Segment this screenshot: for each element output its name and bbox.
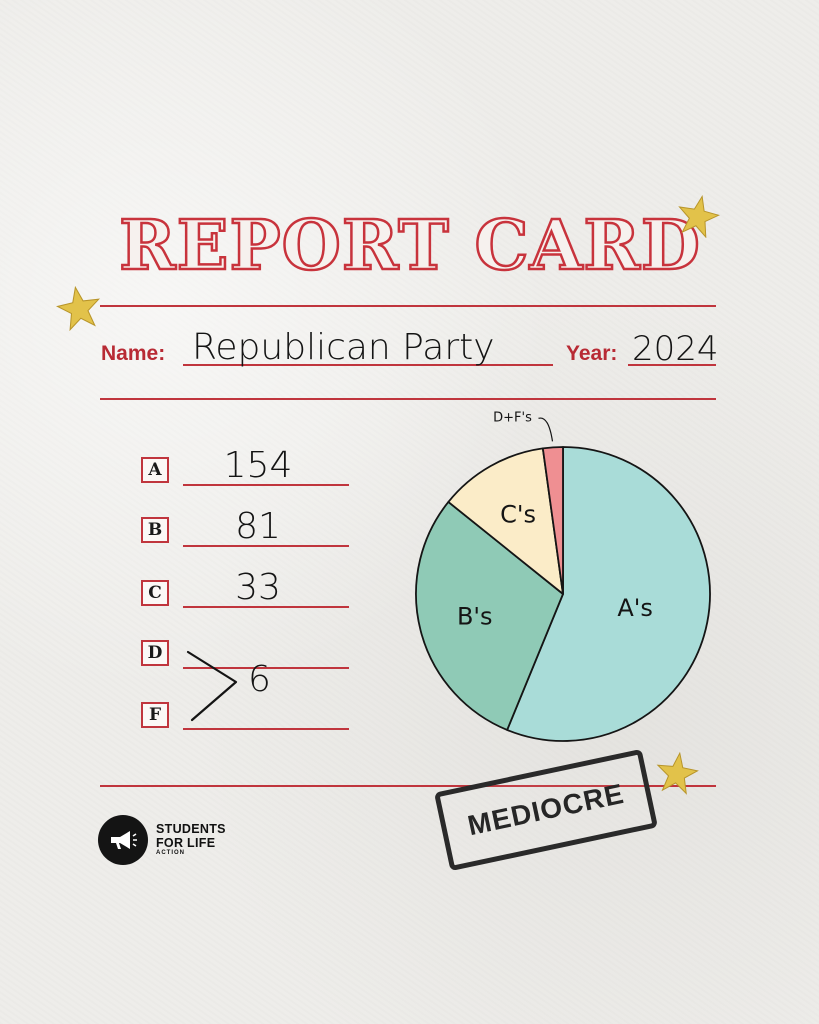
name-value: Republican Party: [192, 327, 495, 368]
grade-line-c: [183, 606, 349, 608]
pie-slice: [447, 447, 564, 595]
grade-pie-chart: A's B's C's D+F's: [415, 410, 711, 742]
megaphone-icon: [98, 815, 148, 865]
pie-slice-label: B's: [457, 603, 493, 631]
year-line: [628, 364, 716, 366]
pie-slice: [506, 446, 711, 742]
stamp-text: MEDIOCRE: [464, 777, 627, 842]
pie-slice: [415, 501, 564, 731]
name-label: Name:: [101, 342, 166, 365]
year-label: Year:: [566, 342, 618, 365]
pie-slice-label: D+F's: [493, 410, 532, 425]
form-underline: [100, 398, 716, 400]
star-icon: [678, 194, 720, 238]
grade-line-a: [183, 484, 349, 486]
bottom-divider: [100, 785, 716, 787]
report-card-title: REPORT CARD: [118, 206, 701, 286]
name-line: [183, 364, 553, 366]
pie-slice-label: A's: [617, 594, 653, 622]
pie-label-leader: [538, 417, 554, 442]
grade-line-d: [183, 667, 349, 669]
logo-line3: ACTION: [156, 850, 185, 857]
df-combined-value: 6: [248, 659, 271, 700]
star-icon: [656, 751, 699, 795]
grade-value-a: 154: [223, 445, 293, 486]
year-value: 2024: [632, 329, 719, 369]
grade-box-d: D: [141, 640, 169, 666]
logo-line1: STUDENTS: [156, 821, 226, 836]
grade-value-c: 33: [235, 567, 281, 608]
pie-slice: [541, 446, 564, 595]
logo-line2: FOR LIFE: [156, 835, 216, 850]
grade-box-b: B: [141, 517, 169, 543]
df-bracket: [186, 650, 238, 722]
grade-line-f: [183, 728, 349, 730]
title-underline: [100, 305, 716, 307]
students-for-life-logo: STUDENTS FOR LIFE ACTION: [98, 815, 226, 865]
grade-value-b: 81: [235, 506, 281, 547]
grade-box-f: F: [141, 702, 169, 728]
grade-box-c: C: [141, 580, 169, 606]
star-icon: [56, 285, 101, 331]
mediocre-stamp: MEDIOCRE: [433, 748, 659, 872]
pie-slice-label: C's: [500, 501, 536, 529]
grade-box-a: A: [141, 457, 169, 483]
grade-line-b: [183, 545, 349, 547]
